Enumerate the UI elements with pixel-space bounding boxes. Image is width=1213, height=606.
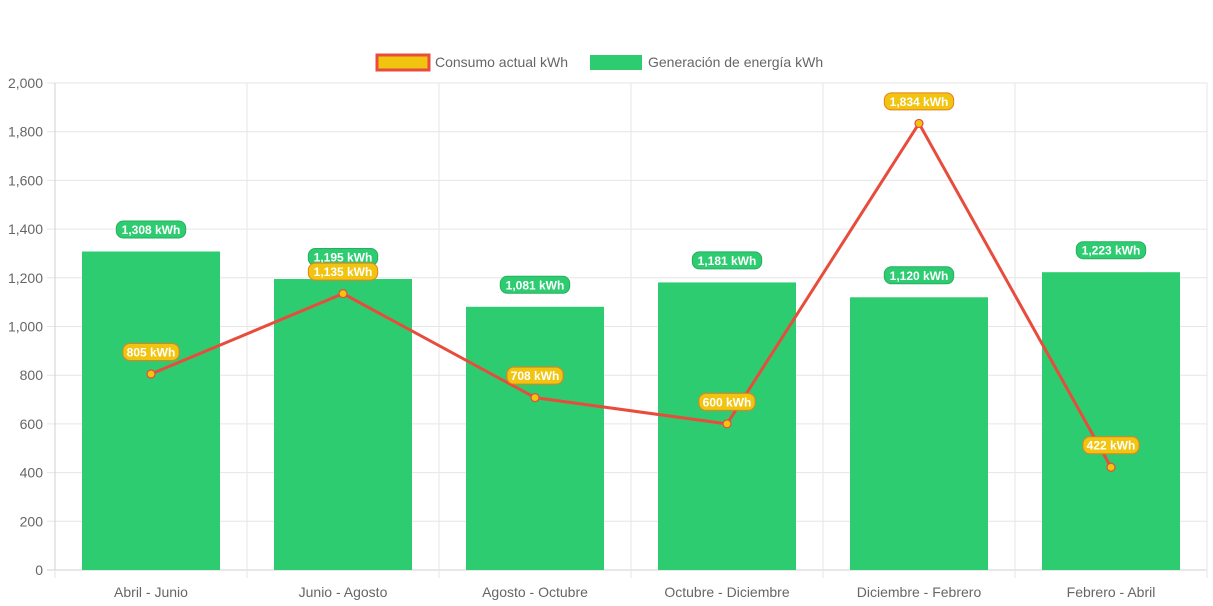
bar-value-label: 1,181 kWh: [698, 254, 757, 268]
bar-value-label: 1,081 kWh: [506, 278, 565, 292]
bar[interactable]: [82, 251, 220, 570]
bar[interactable]: [1042, 272, 1180, 570]
data-point[interactable]: [914, 118, 924, 129]
line-value-label: 805 kWh: [127, 345, 176, 359]
data-point[interactable]: [338, 289, 348, 299]
data-point[interactable]: [530, 393, 540, 403]
y-tick-label: 0: [35, 562, 43, 578]
y-tick-label: 600: [20, 416, 44, 432]
line-value-label-bg: [307, 262, 379, 281]
x-tick-label: Diciembre - Febrero: [857, 584, 982, 600]
y-tick-label: 2,000: [8, 75, 43, 91]
y-tick-label: 400: [20, 465, 44, 481]
y-tick-label: 1,400: [8, 221, 43, 237]
data-point[interactable]: [1106, 462, 1116, 472]
legend-label-generation: Generación de energía kWh: [648, 54, 823, 70]
bar-value-label: 1,120 kWh: [890, 269, 949, 283]
consumption-line: [150, 121, 1113, 468]
bar-value-label: 1,223 kWh: [1082, 244, 1141, 258]
line-value-label: 708 kWh: [511, 369, 560, 383]
x-tick-label: Febrero - Abril: [1067, 584, 1156, 600]
x-tick-label: Octubre - Diciembre: [664, 584, 789, 600]
bar[interactable]: [850, 297, 988, 570]
legend-swatch-generation: [590, 55, 642, 70]
line-value-label: 1,834 kWh: [890, 95, 949, 109]
bar[interactable]: [274, 279, 412, 570]
y-tick-label: 800: [20, 367, 44, 383]
line-value-label-bg: [506, 366, 564, 385]
legend-swatch-consumption: [375, 53, 431, 72]
bar-value-label: 1,308 kWh: [122, 223, 181, 237]
bar-value-label-bg: [115, 220, 187, 239]
legend-label-consumption: Consumo actual kWh: [435, 54, 568, 70]
bar-value-label-bg: [1075, 241, 1147, 260]
bar-value-label-bg: [691, 251, 763, 270]
data-point[interactable]: [146, 369, 156, 379]
x-tick-label: Abril - Junio: [114, 584, 188, 600]
bar-value-label-bg: [499, 275, 571, 294]
bar[interactable]: [466, 306, 604, 570]
line-value-label-bg: [1082, 436, 1140, 455]
y-tick-label: 200: [20, 513, 44, 529]
line-value-label-bg: [883, 92, 955, 111]
bar-value-label-bg: [883, 266, 955, 285]
y-tick-label: 1,800: [8, 124, 43, 140]
bar-value-label: 1,195 kWh: [314, 251, 373, 265]
x-tick-label: Agosto - Octubre: [482, 584, 588, 600]
line-value-label: 600 kWh: [703, 395, 752, 409]
line-value-label: 422 kWh: [1087, 439, 1136, 453]
y-tick-label: 1,000: [8, 319, 43, 335]
line-value-label-bg: [122, 342, 180, 361]
line-value-label-bg: [698, 392, 756, 411]
data-point[interactable]: [722, 419, 732, 429]
y-tick-label: 1,200: [8, 270, 43, 286]
y-tick-label: 1,600: [8, 172, 43, 188]
line-value-label: 1,135 kWh: [314, 265, 373, 279]
x-tick-label: Junio - Agosto: [299, 584, 388, 600]
